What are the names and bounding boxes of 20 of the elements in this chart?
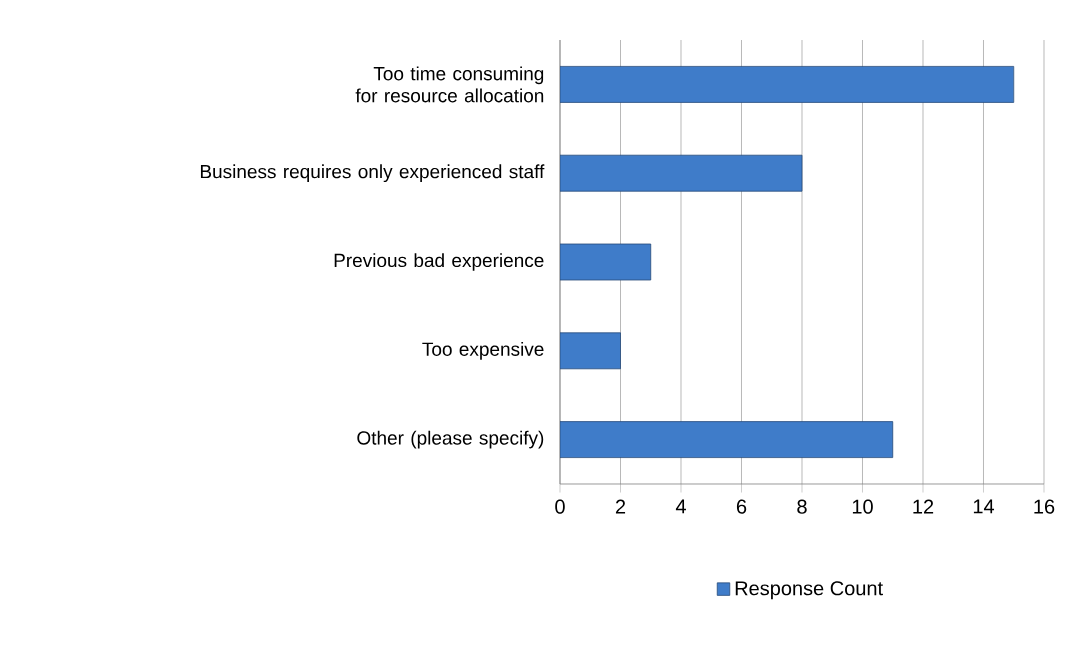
bar xyxy=(560,243,652,281)
y-tick-label: Previous bad experience xyxy=(334,253,544,271)
x-tick-label: 2 xyxy=(615,499,626,514)
x-tick-label: 10 xyxy=(852,499,873,514)
x-tick-label: 0 xyxy=(555,499,565,514)
y-tick-label: Other (please specify) xyxy=(357,430,544,449)
bar xyxy=(560,421,894,458)
legend-label: Response Count xyxy=(735,581,883,600)
x-tick-label: 14 xyxy=(973,499,995,514)
x-tick-label: 12 xyxy=(913,499,934,514)
bar xyxy=(560,66,1015,103)
y-tick-label: Too expensive xyxy=(422,341,544,360)
y-tick-label: Too time consuming for resource allocation xyxy=(355,66,544,103)
x-tick-label: 16 xyxy=(1034,499,1055,514)
bar xyxy=(560,332,621,370)
y-tick-label: Business requires only experienced staff xyxy=(200,164,545,183)
x-tick-label: 6 xyxy=(736,499,747,514)
x-tick-label: 8 xyxy=(797,499,807,514)
bar xyxy=(560,154,803,192)
x-tick-label: 4 xyxy=(675,499,686,514)
